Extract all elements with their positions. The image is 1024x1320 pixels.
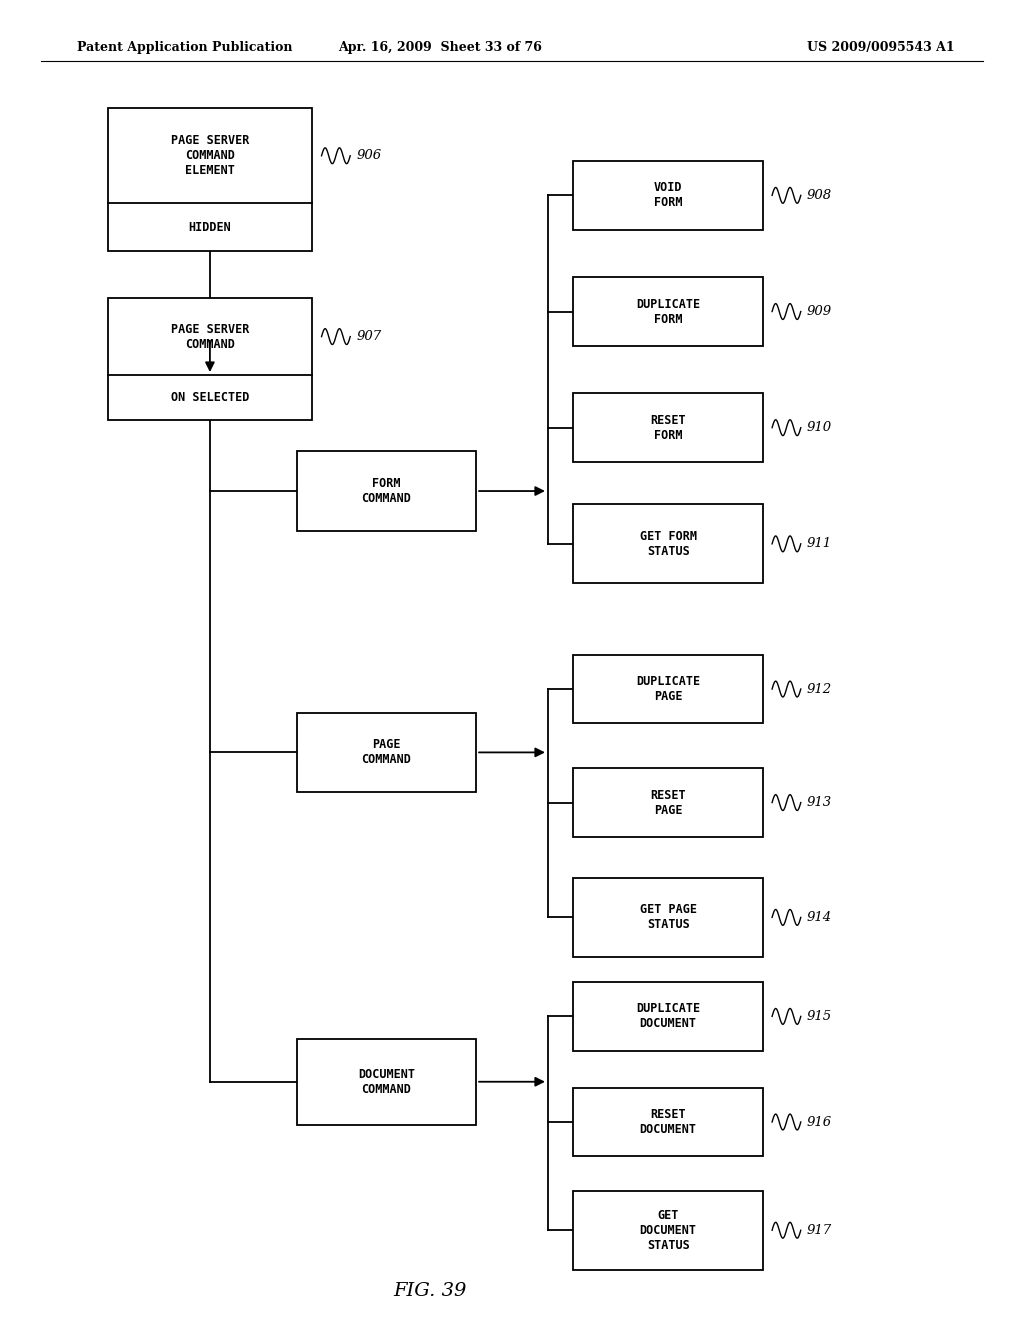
Text: DUPLICATE
PAGE: DUPLICATE PAGE — [636, 675, 700, 704]
Text: PAGE SERVER
COMMAND: PAGE SERVER COMMAND — [171, 322, 249, 351]
Bar — [573, 393, 763, 462]
Text: 917: 917 — [807, 1224, 833, 1237]
Text: DUPLICATE
DOCUMENT: DUPLICATE DOCUMENT — [636, 1002, 700, 1031]
Bar — [297, 713, 476, 792]
Text: RESET
DOCUMENT: RESET DOCUMENT — [640, 1107, 696, 1137]
Text: DOCUMENT
COMMAND: DOCUMENT COMMAND — [358, 1068, 415, 1096]
Text: Patent Application Publication: Patent Application Publication — [77, 41, 292, 54]
Bar — [573, 982, 763, 1051]
Text: VOID
FORM: VOID FORM — [654, 181, 682, 210]
Bar — [573, 878, 763, 957]
Text: HIDDEN: HIDDEN — [188, 220, 231, 234]
Text: PAGE SERVER
COMMAND
ELEMENT: PAGE SERVER COMMAND ELEMENT — [171, 135, 249, 177]
Text: US 2009/0095543 A1: US 2009/0095543 A1 — [807, 41, 954, 54]
Text: 908: 908 — [807, 189, 833, 202]
Text: 906: 906 — [356, 149, 382, 162]
Text: 912: 912 — [807, 682, 833, 696]
Text: 916: 916 — [807, 1115, 833, 1129]
Bar — [573, 1088, 763, 1156]
Text: FIG. 39: FIG. 39 — [393, 1282, 467, 1300]
Bar — [573, 1191, 763, 1270]
Text: 909: 909 — [807, 305, 833, 318]
Text: PAGE
COMMAND: PAGE COMMAND — [361, 738, 412, 767]
Bar — [297, 1039, 476, 1125]
Bar — [297, 451, 476, 531]
Text: 911: 911 — [807, 537, 833, 550]
Text: DUPLICATE
FORM: DUPLICATE FORM — [636, 297, 700, 326]
Text: RESET
FORM: RESET FORM — [650, 413, 686, 442]
Text: GET FORM
STATUS: GET FORM STATUS — [640, 529, 696, 558]
Text: 910: 910 — [807, 421, 833, 434]
Bar — [573, 277, 763, 346]
Text: 915: 915 — [807, 1010, 833, 1023]
Bar — [573, 768, 763, 837]
Bar — [108, 298, 312, 420]
Bar — [108, 108, 312, 251]
Text: RESET
PAGE: RESET PAGE — [650, 788, 686, 817]
Text: 913: 913 — [807, 796, 833, 809]
Bar — [573, 655, 763, 723]
Text: GET
DOCUMENT
STATUS: GET DOCUMENT STATUS — [640, 1209, 696, 1251]
Text: Apr. 16, 2009  Sheet 33 of 76: Apr. 16, 2009 Sheet 33 of 76 — [338, 41, 543, 54]
Text: GET PAGE
STATUS: GET PAGE STATUS — [640, 903, 696, 932]
Text: FORM
COMMAND: FORM COMMAND — [361, 477, 412, 506]
Bar — [573, 504, 763, 583]
Text: 914: 914 — [807, 911, 833, 924]
Text: ON SELECTED: ON SELECTED — [171, 391, 249, 404]
Bar — [573, 161, 763, 230]
Text: 907: 907 — [356, 330, 382, 343]
